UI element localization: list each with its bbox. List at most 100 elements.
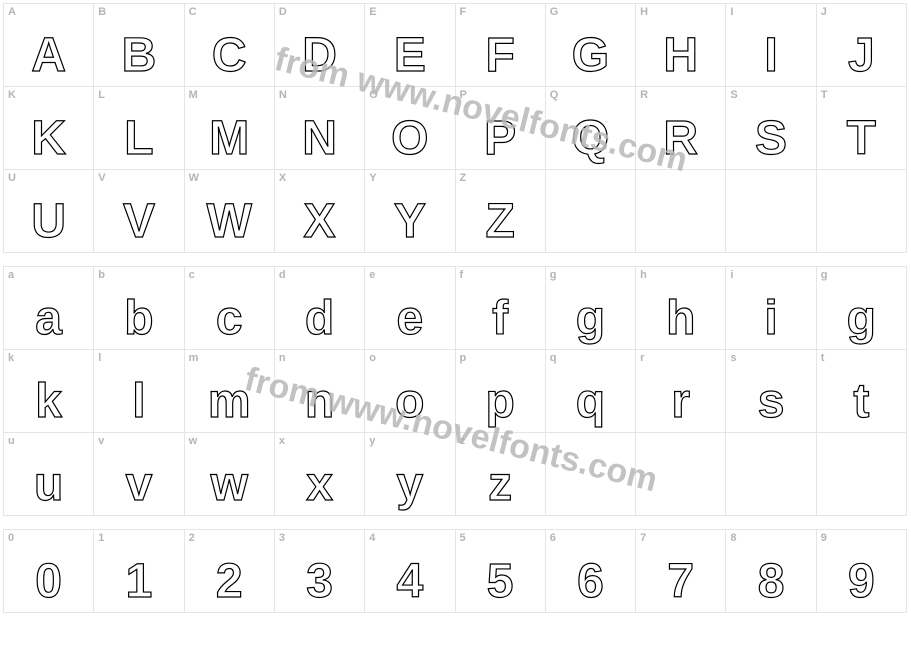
glyph-cell: CC (184, 3, 275, 87)
glyph-wrap: r (636, 366, 725, 426)
cell-label: B (98, 6, 106, 18)
cell-label: z (460, 435, 466, 447)
cell-label: D (279, 6, 287, 18)
cell-label: O (369, 89, 378, 101)
glyph: e (396, 295, 423, 343)
cell-label: a (8, 269, 14, 281)
glyph-wrap (817, 186, 906, 246)
cell-label: 6 (550, 532, 556, 544)
glyph: p (485, 378, 514, 426)
glyph-wrap: D (275, 20, 364, 80)
glyph-wrap: T (817, 103, 906, 163)
glyph-cell: uu (3, 432, 94, 516)
glyph: P (484, 115, 516, 163)
glyph-cell: HH (635, 3, 726, 87)
glyph-wrap: p (456, 366, 545, 426)
cell-label: Y (369, 172, 376, 184)
glyph-cell: SS (725, 86, 816, 170)
cell-label: A (8, 6, 16, 18)
glyph-cell: KK (3, 86, 94, 170)
glyph: E (394, 32, 426, 80)
cell-label: X (279, 172, 286, 184)
glyph: R (663, 115, 698, 163)
cell-label: v (98, 435, 104, 447)
glyph: b (124, 295, 153, 343)
glyph-cell: vv (93, 432, 184, 516)
glyph: D (302, 32, 337, 80)
glyph-wrap: s (726, 366, 815, 426)
glyph-cell: MM (184, 86, 275, 170)
glyph: J (848, 32, 875, 80)
glyph: A (31, 32, 66, 80)
glyph-cell (725, 432, 816, 516)
glyph-row: aabbccddeeffgghhiigg (4, 267, 907, 350)
cell-label: M (189, 89, 198, 101)
glyph: u (34, 461, 63, 509)
glyph-cell: FF (455, 3, 546, 87)
glyph-cell: UU (3, 169, 94, 253)
glyph: a (35, 295, 62, 343)
glyph-cell: yy (364, 432, 455, 516)
glyph-cell (635, 432, 726, 516)
glyph-cell (816, 432, 907, 516)
glyph-cell: oo (364, 349, 455, 433)
glyph-wrap: 6 (546, 546, 635, 606)
glyph-cell: QQ (545, 86, 636, 170)
glyph-wrap: m (185, 366, 274, 426)
cell-label: 5 (460, 532, 466, 544)
cell-label: V (98, 172, 105, 184)
glyph-cell: ii (725, 266, 816, 350)
glyph: m (208, 378, 251, 426)
glyph: H (663, 32, 698, 80)
glyph-wrap: n (275, 366, 364, 426)
glyph: w (211, 461, 248, 509)
glyph: k (35, 378, 62, 426)
glyph-cell: VV (93, 169, 184, 253)
glyph-cell: BB (93, 3, 184, 87)
glyph-wrap: q (546, 366, 635, 426)
glyph-cell: 11 (93, 529, 184, 613)
glyph: 5 (487, 558, 514, 606)
glyph-wrap: K (4, 103, 93, 163)
glyph-cell: aa (3, 266, 94, 350)
glyph-cell: NN (274, 86, 365, 170)
glyph-wrap (546, 449, 635, 509)
cell-label: d (279, 269, 286, 281)
glyph: 4 (396, 558, 423, 606)
glyph: g (847, 295, 876, 343)
glyph-wrap: 4 (365, 546, 454, 606)
glyph-wrap: U (4, 186, 93, 246)
glyph-row: kkllmmnnooppqqrrsstt (4, 350, 907, 433)
glyph-wrap: H (636, 20, 725, 80)
glyph: N (302, 115, 337, 163)
glyph-wrap: g (817, 283, 906, 343)
glyph-cell: ZZ (455, 169, 546, 253)
glyph-cell: zz (455, 432, 546, 516)
glyph-cell (545, 169, 636, 253)
glyph-cell: 00 (3, 529, 94, 613)
glyph-wrap: e (365, 283, 454, 343)
glyph-wrap: C (185, 20, 274, 80)
glyph-cell: XX (274, 169, 365, 253)
glyph-wrap: z (456, 449, 545, 509)
cell-label: s (730, 352, 736, 364)
glyph-wrap: 8 (726, 546, 815, 606)
glyph-row: UUVVWWXXYYZZ (4, 170, 907, 253)
glyph-wrap: O (365, 103, 454, 163)
glyph: I (764, 32, 777, 80)
glyph-wrap: w (185, 449, 274, 509)
glyph: 2 (216, 558, 243, 606)
glyph-cell: kk (3, 349, 94, 433)
cell-label: u (8, 435, 15, 447)
glyph-wrap: N (275, 103, 364, 163)
glyph-cell: PP (455, 86, 546, 170)
glyph-cell: xx (274, 432, 365, 516)
glyph-cell: 33 (274, 529, 365, 613)
glyph-wrap: 9 (817, 546, 906, 606)
glyph-wrap: o (365, 366, 454, 426)
glyph-wrap: G (546, 20, 635, 80)
glyph-wrap: 5 (456, 546, 545, 606)
glyph-cell: 77 (635, 529, 726, 613)
glyph-cell: hh (635, 266, 726, 350)
glyph-row: AABBCCDDEEFFGGHHIIJJ (4, 4, 907, 87)
